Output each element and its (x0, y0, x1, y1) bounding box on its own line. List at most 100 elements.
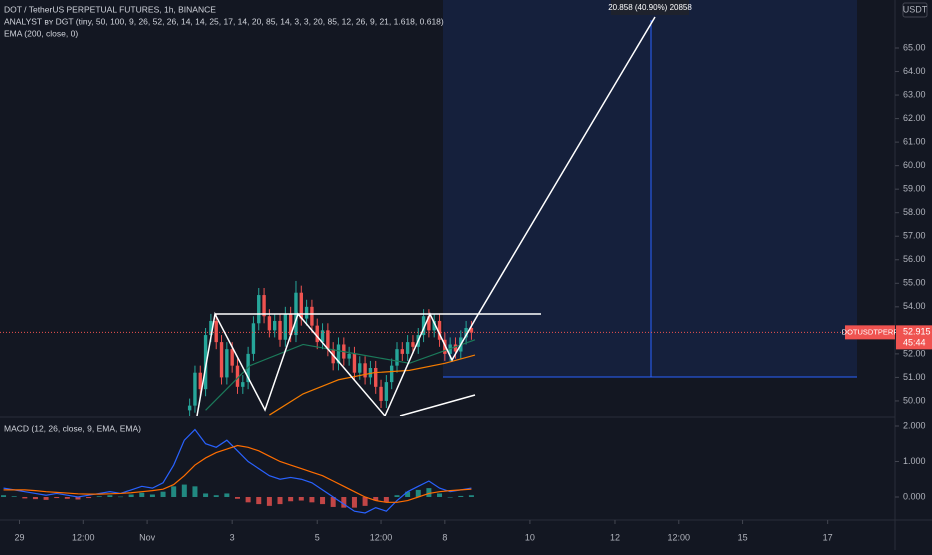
y-tick-label: 51.00 (903, 372, 926, 382)
candle-body (315, 325, 319, 343)
drawings (196, 16, 656, 416)
x-tick-label: 12:00 (72, 532, 95, 542)
candle-body (464, 328, 468, 338)
ema-label: EMA (200, close, 0) (4, 28, 78, 38)
candle-body (193, 372, 197, 406)
candle-body (358, 363, 362, 373)
histogram-bar (149, 494, 155, 497)
histogram-bar (11, 496, 17, 497)
trend-line (399, 394, 476, 416)
y-tick-label: 65.00 (903, 42, 926, 52)
indicator-label: ANALYST ʙʏ DGT (tiny, 50, 100, 9, 26, 52… (4, 16, 444, 26)
histogram-bar (351, 496, 357, 508)
y-tick-label: 1.000 (903, 456, 926, 466)
candle-body (187, 405, 192, 411)
candle-body (235, 365, 240, 387)
candle-body (304, 306, 309, 319)
candle-body (262, 295, 266, 317)
histogram-bar (192, 486, 198, 497)
histogram-bar (128, 494, 134, 497)
x-tick-label: 10 (525, 532, 535, 542)
candle-body (267, 316, 272, 331)
histogram-bar (234, 496, 240, 499)
symbol-name: DOTUSDTPERP (842, 327, 899, 336)
y-tick-label: 55.00 (903, 278, 926, 288)
countdown: 45:44 (903, 338, 926, 348)
histogram-bar (139, 492, 145, 497)
candle-body (203, 335, 208, 390)
last-price-label: 52.915 (903, 327, 931, 337)
x-tick-label: 12:00 (370, 532, 393, 542)
candle-body (395, 349, 399, 366)
x-tick-label: 8 (442, 532, 447, 542)
measure-box (611, 0, 689, 15)
histogram-bar (160, 491, 166, 497)
histogram-bar (96, 496, 102, 497)
x-tick-label: 12:00 (668, 532, 691, 542)
y-tick-label: 60.00 (903, 160, 926, 170)
candle-body (320, 330, 325, 343)
candle-body (384, 382, 389, 401)
histogram-bar (320, 496, 326, 505)
x-tick-label: 17 (823, 532, 833, 542)
candle-body (219, 342, 224, 378)
histogram-bar (298, 496, 304, 501)
candle-body (363, 363, 367, 378)
candle-body (368, 368, 373, 378)
histogram-bar (213, 495, 219, 497)
candle-body (273, 320, 277, 331)
candle-body (389, 365, 394, 383)
candle-body (432, 320, 436, 331)
candle-body (400, 349, 405, 354)
candle-body (453, 344, 458, 352)
symbol-title: DOT / TetherUS PERPETUAL FUTURES, 1h, BI… (4, 4, 216, 14)
candle-body (421, 316, 426, 336)
y-tick-label: 63.00 (903, 89, 926, 99)
histogram-bar (22, 496, 28, 499)
candle-body (278, 320, 282, 340)
macd-pane (1, 428, 474, 514)
axes: 50.0051.0052.0053.0054.0055.0056.0057.00… (14, 42, 932, 542)
histogram-bar (1, 495, 7, 497)
histogram-bar (181, 484, 187, 497)
histogram-bar (458, 495, 464, 497)
histogram-bar (468, 495, 474, 497)
histogram-bar (383, 496, 389, 503)
measure-label: 20.858 (40.90%) 20858 (608, 3, 692, 12)
ema-line (205, 339, 476, 411)
y-tick-label: 57.00 (903, 231, 926, 241)
histogram-bar (203, 493, 209, 497)
candle-body (283, 313, 288, 340)
currency-box (902, 2, 928, 18)
histogram-bar (277, 496, 283, 505)
candle-body (257, 295, 261, 324)
histogram-bar (415, 489, 421, 497)
x-tick-label: 5 (315, 532, 320, 542)
macd-line (3, 444, 472, 503)
histogram-bar (341, 496, 347, 508)
candle-body (437, 320, 442, 340)
candle-body (326, 330, 330, 350)
histogram-bar (118, 496, 124, 498)
y-tick-label: 58.00 (903, 207, 926, 217)
histogram-bar (288, 496, 294, 502)
histogram-bar (373, 496, 379, 501)
histogram-bar (330, 496, 336, 507)
macd-line (3, 428, 472, 514)
y-tick-label: 64.00 (903, 66, 926, 76)
histogram-bar (171, 486, 177, 497)
y-tick-label: 62.00 (903, 113, 926, 123)
candle-body (379, 386, 383, 401)
y-tick-label: 54.00 (903, 301, 926, 311)
histogram-bar (426, 488, 432, 497)
candle-body (347, 353, 351, 359)
x-tick-label: 15 (738, 532, 748, 542)
candle-body (230, 349, 234, 366)
y-tick-label: 59.00 (903, 184, 926, 194)
y-tick-label: 0.000 (903, 491, 926, 501)
histogram-bar (86, 496, 92, 499)
histogram-bar (405, 491, 411, 497)
histogram-bar (224, 493, 230, 497)
x-tick-label: 29 (14, 532, 24, 542)
